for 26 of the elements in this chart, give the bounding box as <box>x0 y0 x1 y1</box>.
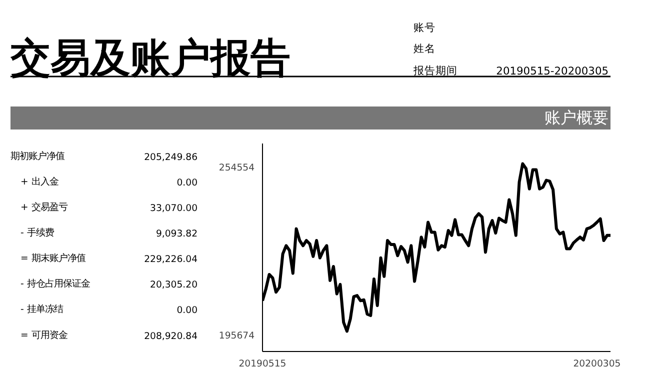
text: 报告期间 <box>412 64 458 77</box>
text: 9,093.82 <box>156 228 198 240</box>
text: 205,249.86 <box>144 152 198 163</box>
y-tick-label: 195674 <box>218 330 255 342</box>
text: = 期末账户净值 <box>20 253 86 264</box>
text: 姓名 <box>414 42 436 55</box>
text: 账户概要 <box>544 108 608 127</box>
text: 20,305.20 <box>150 280 198 291</box>
x-tick-label: 20190515 <box>238 358 286 370</box>
text: 账号 <box>414 21 436 34</box>
text: 20190515-20200305 <box>496 64 609 78</box>
text: - 挂单冻结 <box>20 304 63 316</box>
text: + 出入金 <box>20 176 58 188</box>
text: 0.00 <box>176 177 198 188</box>
text: + 交易盈亏 <box>20 202 68 213</box>
text: - 手续费 <box>20 228 54 239</box>
text: 33,070.00 <box>150 202 198 214</box>
y-tick-label: 254554 <box>218 162 255 174</box>
x-tick-label: 20200305 <box>573 358 621 370</box>
text: - 持仓占用保证金 <box>20 278 90 290</box>
text: 0.00 <box>176 305 198 316</box>
text: 交易及账户报告 <box>10 36 290 82</box>
text: 208,920.84 <box>144 330 198 342</box>
text: 229,226.04 <box>144 254 198 266</box>
text: = 可用资金 <box>20 330 68 341</box>
text: 期初账户净值 <box>10 150 64 162</box>
